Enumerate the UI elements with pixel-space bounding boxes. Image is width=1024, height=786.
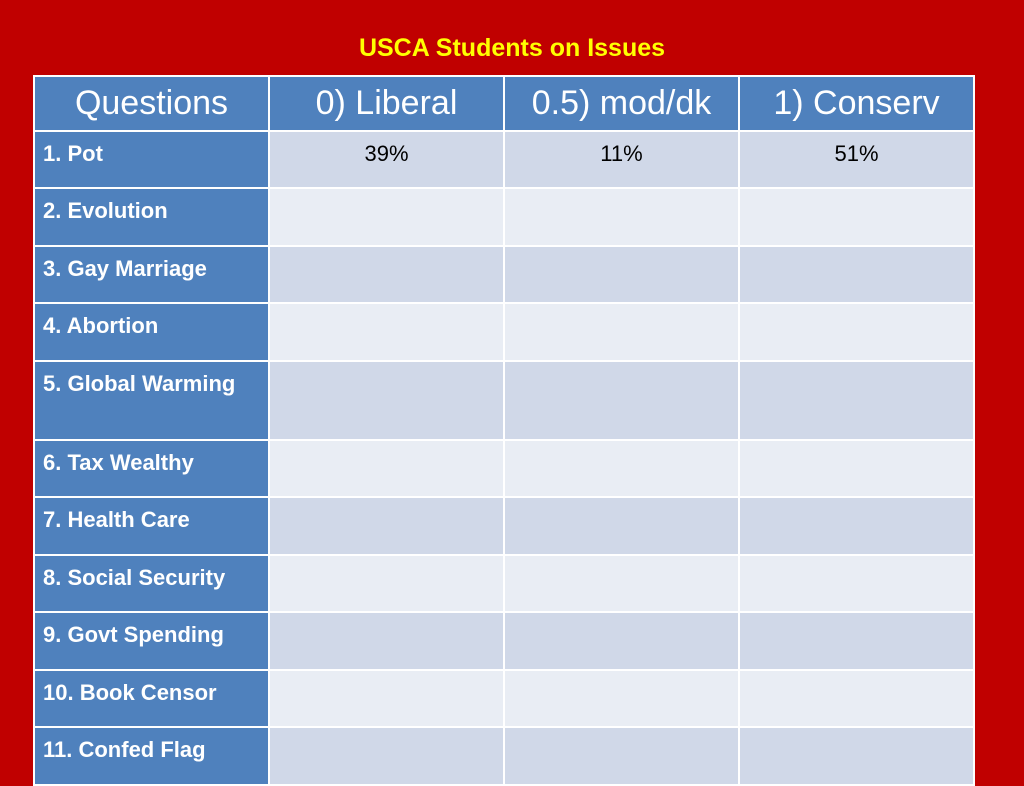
mod-dk-cell — [503, 726, 740, 786]
liberal-cell — [268, 302, 505, 362]
question-cell: 11. Confed Flag — [33, 726, 270, 786]
table-row: 10. Book Censor — [33, 669, 975, 728]
mod-dk-cell — [503, 669, 740, 728]
survey-table: Questions 0) Liberal 0.5) mod/dk 1) Cons… — [33, 75, 975, 786]
question-cell: 3. Gay Marriage — [33, 245, 270, 304]
liberal-cell: 39% — [268, 130, 505, 189]
conserv-cell — [738, 302, 975, 362]
question-cell: 1. Pot — [33, 130, 270, 189]
mod-dk-cell — [503, 187, 740, 247]
conserv-cell: 51% — [738, 130, 975, 189]
liberal-cell — [268, 187, 505, 247]
question-cell: 7. Health Care — [33, 496, 270, 556]
conserv-cell — [738, 496, 975, 556]
conserv-cell — [738, 187, 975, 247]
question-cell: 9. Govt Spending — [33, 611, 270, 671]
header-mod-dk: 0.5) mod/dk — [503, 75, 740, 132]
question-cell: 5. Global Warming — [33, 360, 270, 441]
table-row: 2. Evolution — [33, 187, 975, 247]
table-row: 8. Social Security — [33, 554, 975, 613]
liberal-cell — [268, 611, 505, 671]
question-cell: 6. Tax Wealthy — [33, 439, 270, 498]
mod-dk-cell — [503, 360, 740, 441]
header-conserv: 1) Conserv — [738, 75, 975, 132]
mod-dk-cell — [503, 302, 740, 362]
conserv-cell — [738, 245, 975, 304]
conserv-cell — [738, 611, 975, 671]
table-row: 4. Abortion — [33, 302, 975, 362]
conserv-cell — [738, 669, 975, 728]
question-cell: 4. Abortion — [33, 302, 270, 362]
table-header-row: Questions 0) Liberal 0.5) mod/dk 1) Cons… — [33, 75, 975, 132]
question-cell: 8. Social Security — [33, 554, 270, 613]
mod-dk-cell — [503, 554, 740, 613]
table-row: 9. Govt Spending — [33, 611, 975, 671]
mod-dk-cell — [503, 611, 740, 671]
question-cell: 10. Book Censor — [33, 669, 270, 728]
liberal-cell — [268, 554, 505, 613]
header-questions: Questions — [33, 75, 270, 132]
table-row: 5. Global Warming — [33, 360, 975, 441]
conserv-cell — [738, 439, 975, 498]
liberal-cell — [268, 669, 505, 728]
mod-dk-cell — [503, 245, 740, 304]
conserv-cell — [738, 554, 975, 613]
table-row: 11. Confed Flag — [33, 726, 975, 786]
table-row: 1. Pot 39% 11% 51% — [33, 130, 975, 189]
mod-dk-cell — [503, 439, 740, 498]
question-cell: 2. Evolution — [33, 187, 270, 247]
table-row: 7. Health Care — [33, 496, 975, 556]
liberal-cell — [268, 496, 505, 556]
table-row: 6. Tax Wealthy — [33, 439, 975, 498]
conserv-cell — [738, 726, 975, 786]
conserv-cell — [738, 360, 975, 441]
liberal-cell — [268, 245, 505, 304]
header-liberal: 0) Liberal — [268, 75, 505, 132]
liberal-cell — [268, 360, 505, 441]
liberal-cell — [268, 726, 505, 786]
slide-title: USCA Students on Issues — [358, 34, 666, 62]
table-row: 3. Gay Marriage — [33, 245, 975, 304]
mod-dk-cell — [503, 496, 740, 556]
mod-dk-cell: 11% — [503, 130, 740, 189]
liberal-cell — [268, 439, 505, 498]
